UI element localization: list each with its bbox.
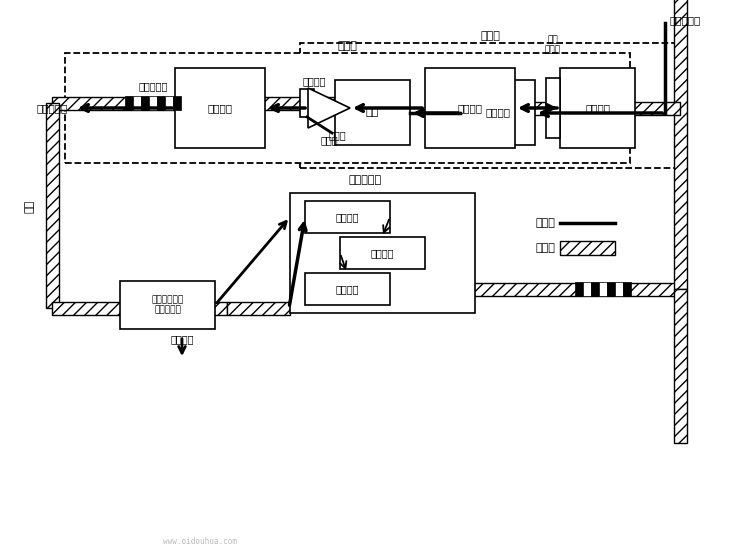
Bar <box>490 102 680 114</box>
Bar <box>607 282 615 296</box>
Bar <box>300 43 680 168</box>
Bar <box>290 193 475 313</box>
Text: 信号解调: 信号解调 <box>208 103 232 113</box>
Text: 电信号输入: 电信号输入 <box>670 15 701 25</box>
Bar <box>157 96 165 110</box>
Text: 光纤: 光纤 <box>25 200 35 212</box>
Bar <box>340 237 425 269</box>
Bar <box>305 273 390 305</box>
Bar <box>45 103 58 308</box>
Bar <box>460 80 535 145</box>
Bar <box>560 68 635 148</box>
Text: 光信号: 光信号 <box>535 243 555 253</box>
Text: 光纤连接盒: 光纤连接盒 <box>138 81 167 91</box>
Bar <box>300 89 314 117</box>
Bar <box>615 282 623 296</box>
Text: 发射端: 发射端 <box>480 31 500 41</box>
Text: 再生中继器: 再生中继器 <box>349 175 382 185</box>
Bar <box>175 68 265 148</box>
Text: 电信号: 电信号 <box>535 218 555 228</box>
Bar <box>673 289 686 443</box>
Bar <box>65 53 630 163</box>
Text: 接收端: 接收端 <box>337 41 357 51</box>
Text: 连接器: 连接器 <box>328 130 346 140</box>
Text: 整机设备: 整机设备 <box>170 334 194 344</box>
Bar <box>583 282 591 296</box>
Text: 光纤
连接器: 光纤 连接器 <box>545 35 561 55</box>
Bar <box>141 96 149 110</box>
Bar <box>560 241 615 255</box>
Bar <box>425 68 515 148</box>
Bar <box>120 281 215 329</box>
Bar <box>149 96 157 110</box>
Bar <box>133 96 141 110</box>
Text: 电信号输出: 电信号输出 <box>37 103 68 113</box>
Bar <box>173 96 181 110</box>
Text: 电放大器: 电放大器 <box>371 248 394 258</box>
Bar <box>314 97 335 109</box>
Text: 电驱动器: 电驱动器 <box>485 107 510 117</box>
Text: 激光: 激光 <box>366 107 379 117</box>
Text: 光放大器: 光放大器 <box>585 103 610 113</box>
Text: 放大器: 放大器 <box>320 135 338 145</box>
Bar <box>125 96 133 110</box>
Bar <box>165 96 173 110</box>
Text: 光解调器: 光解调器 <box>458 103 482 113</box>
Bar <box>52 97 314 109</box>
Text: 光调制器: 光调制器 <box>302 76 326 86</box>
Bar <box>305 201 390 233</box>
Text: 光纤耦合器及
分束代替器: 光纤耦合器及 分束代替器 <box>151 295 183 315</box>
Bar <box>335 80 410 145</box>
Bar <box>546 78 560 138</box>
Bar <box>575 282 583 296</box>
Bar <box>52 301 227 315</box>
Bar <box>623 282 631 296</box>
Polygon shape <box>308 88 350 128</box>
Bar <box>673 0 686 289</box>
Bar <box>599 282 607 296</box>
Text: 光驱动器: 光驱动器 <box>336 284 359 294</box>
Bar <box>591 282 599 296</box>
Text: 光检测器: 光检测器 <box>336 212 359 222</box>
Text: www.oidouhua.com: www.oidouhua.com <box>163 536 237 545</box>
Bar <box>390 283 680 295</box>
Bar <box>227 301 290 315</box>
